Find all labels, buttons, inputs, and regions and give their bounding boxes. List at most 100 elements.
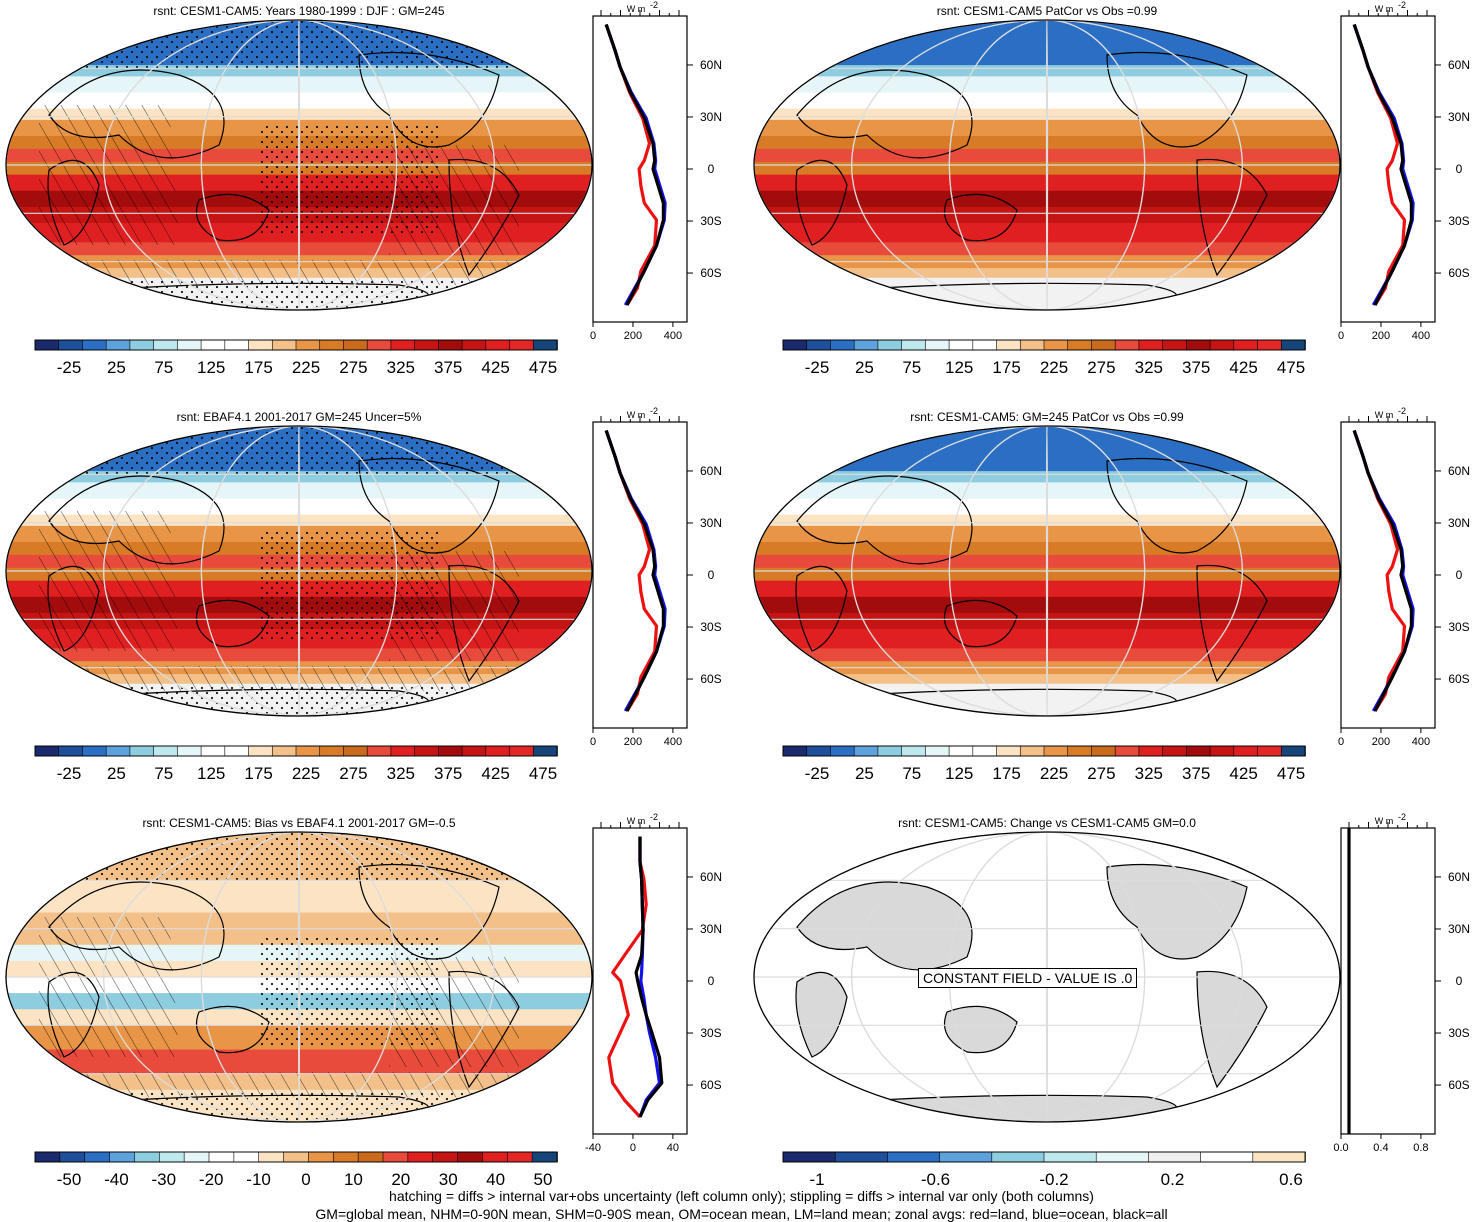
profile-all-line <box>1352 429 1414 712</box>
panel-title: rsnt: CESM1-CAM5: Years 1980-1999 : DJF … <box>153 4 444 18</box>
colorbar-swatch <box>782 745 808 757</box>
stippling-region <box>259 531 439 641</box>
colorbar-label: 125 <box>945 358 973 377</box>
lat-tick-label: 60S <box>1448 1078 1469 1092</box>
map-area <box>6 426 592 716</box>
profile-unit-label: W m <box>1375 4 1394 14</box>
constant-field-label: CONSTANT FIELD - VALUE IS .0 <box>918 968 1138 988</box>
colorbar: -25 25 75 125 175 225 275 325 375 425 475 <box>782 745 1306 783</box>
lat-tick-label: 0 <box>708 974 715 988</box>
profile-tick-label: 200 <box>624 330 642 342</box>
lat-tick-label: 60N <box>700 870 722 884</box>
lat-tick-label: 60S <box>1448 266 1469 280</box>
colorbar-label: 10 <box>344 1170 363 1189</box>
colorbar-swatch <box>158 1151 185 1163</box>
colorbar-label: 325 <box>1135 358 1163 377</box>
stippling-region <box>259 125 439 235</box>
colorbar-frame <box>34 1151 558 1163</box>
colorbar-swatch <box>532 745 558 757</box>
panel-p6: rsnt: CESM1-CAM5: Change vs CESM1-CAM5 G… <box>753 812 1470 1189</box>
colorbar-label: 175 <box>244 764 272 783</box>
colorbar-swatch <box>1186 339 1211 351</box>
colorbar-swatch <box>1252 1151 1306 1163</box>
colorbar-swatch <box>509 745 535 757</box>
colorbar: -50 -40 -30 -20 -10 0 10 20 30 40 50 <box>34 1151 558 1189</box>
meridian-line <box>851 20 1243 310</box>
continent-outline <box>1196 564 1268 683</box>
profile-unit-exponent: -2 <box>650 406 658 416</box>
lat-tick-label: 30N <box>700 110 722 124</box>
map-area <box>754 426 1340 716</box>
lat-tick-label: 30S <box>700 620 721 634</box>
colorbar-swatch <box>485 339 511 351</box>
colorbar-label: -20 <box>199 1170 224 1189</box>
colorbar-label: 75 <box>154 764 173 783</box>
colorbar-swatch <box>283 1151 310 1163</box>
colorbar-swatch <box>972 339 998 351</box>
colorbar-swatch <box>34 745 60 757</box>
colorbar-swatch <box>357 1151 384 1163</box>
meridian-line <box>948 20 1146 310</box>
lat-tick-label: 30S <box>700 214 721 228</box>
colorbar-swatch <box>830 745 855 757</box>
colorbar-label: -30 <box>152 1170 177 1189</box>
profile-unit-label: W m <box>627 816 646 826</box>
profile-unit-label: W m <box>1375 816 1394 826</box>
lat-tick-label: 30N <box>1448 516 1470 530</box>
colorbar-swatch <box>34 1151 61 1163</box>
meridian-line <box>851 832 1243 1122</box>
colorbar-swatch <box>1067 745 1093 757</box>
colorbar-swatch <box>1114 339 1140 351</box>
colorbar-swatch <box>200 339 226 351</box>
profile-unit-label: W m <box>1375 410 1394 420</box>
profile-tick-label: 200 <box>624 736 642 748</box>
colorbar-swatch <box>1138 339 1164 351</box>
colorbar-frame <box>782 339 1306 351</box>
lat-tick-label: 60N <box>1448 464 1470 478</box>
continent-outline <box>795 159 848 246</box>
profile-tick-label: 400 <box>664 330 682 342</box>
colorbar-label: 175 <box>992 764 1020 783</box>
colorbar-label: 50 <box>534 1170 553 1189</box>
colorbar-swatch <box>1019 339 1045 351</box>
profile-unit-exponent: -2 <box>1398 0 1406 10</box>
colorbar-swatch <box>258 1151 285 1163</box>
colorbar-swatch <box>925 745 950 757</box>
colorbar-swatch <box>343 339 368 351</box>
map-area <box>6 832 592 1122</box>
profile-tick-label: 400 <box>664 736 682 748</box>
hatching-region <box>39 917 179 1057</box>
colorbar-swatch <box>82 745 107 757</box>
lat-tick-label: 30N <box>1448 110 1470 124</box>
map-border <box>5 19 593 311</box>
lat-tick-label: 0 <box>1456 974 1463 988</box>
profile-unit-exponent: -2 <box>650 0 658 10</box>
colorbar-label: 325 <box>387 358 415 377</box>
colorbar-label: 475 <box>1277 764 1305 783</box>
colorbar-swatch <box>1280 339 1306 351</box>
profile-tick-label: 0 <box>590 330 596 342</box>
colorbar-label: 375 <box>434 764 462 783</box>
meridian-line <box>297 426 301 716</box>
profile-all-line <box>604 429 666 712</box>
colorbar-swatch <box>224 745 250 757</box>
colorbar-swatch <box>319 745 345 757</box>
meridian-line <box>297 832 301 1122</box>
meridian-line <box>200 426 398 716</box>
lat-tick-label: 30N <box>700 922 722 936</box>
colorbar-swatch <box>1138 745 1164 757</box>
colorbar-label: 275 <box>1087 358 1115 377</box>
meridian-line <box>103 832 495 1122</box>
lat-tick-label: 0 <box>708 162 715 176</box>
colorbar-swatch <box>438 339 463 351</box>
map-border <box>753 19 1341 311</box>
meridian-line <box>948 426 1146 716</box>
meridian-line <box>103 426 495 716</box>
colorbar-frame <box>34 745 558 757</box>
lat-tick-label: 30N <box>700 516 722 530</box>
colorbar-swatch <box>782 339 808 351</box>
panel-p5: rsnt: CESM1-CAM5: Bias vs EBAF4.1 2001-2… <box>5 812 722 1189</box>
zonal-profile: W m -2 60N 30N 0 30S 60S 0 200 400 <box>590 0 722 342</box>
continent-outline <box>943 193 1018 242</box>
